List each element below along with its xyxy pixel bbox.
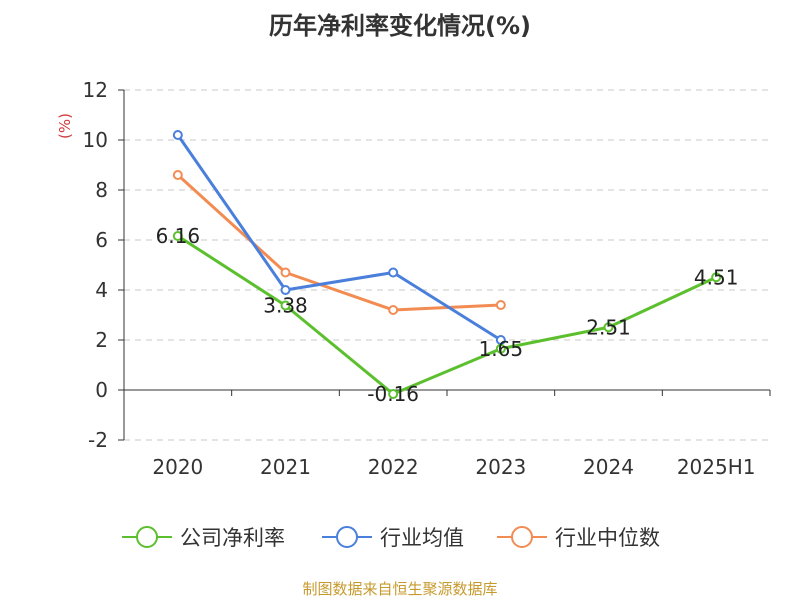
data-point xyxy=(388,305,399,315)
data-point xyxy=(280,300,291,311)
legend-marker xyxy=(336,526,358,548)
legend-item: 行业中位数 xyxy=(497,526,660,550)
legend-marker xyxy=(136,526,158,548)
chart-title: 历年净利率变化情况(%) xyxy=(269,12,531,40)
data-point xyxy=(495,343,506,354)
y-tick-label: -2 xyxy=(88,428,108,452)
legend-label: 公司净利率 xyxy=(180,526,285,550)
data-label: 2.51 xyxy=(586,315,631,339)
y-tick-label: 2 xyxy=(95,328,108,352)
legend-item: 公司净利率 xyxy=(122,526,285,550)
data-point xyxy=(495,300,506,310)
data-point xyxy=(711,272,722,283)
y-tick-labels: -2 0 2 4 6 8 10 12 xyxy=(83,78,108,452)
data-point xyxy=(280,285,291,295)
data-point xyxy=(172,170,183,180)
data-point xyxy=(280,267,291,278)
x-tick-label: 2025H1 xyxy=(677,455,756,479)
data-point xyxy=(603,322,614,333)
source-note: 制图数据来自恒生聚源数据库 xyxy=(302,580,498,598)
series-layer xyxy=(172,130,722,399)
y-tick-label: 8 xyxy=(95,178,108,202)
x-tick-label: 2020 xyxy=(152,455,203,479)
data-label: 3.38 xyxy=(263,294,308,318)
y-tick-label: 4 xyxy=(95,278,108,302)
axes xyxy=(118,89,771,441)
legend-item: 行业均值 xyxy=(322,526,464,550)
data-label: 1.65 xyxy=(479,337,524,361)
x-tick-label: 2024 xyxy=(583,455,634,479)
data-point xyxy=(388,267,399,278)
data-labels: 6.16 3.38 -0.16 1.65 2.51 4.51 xyxy=(156,224,739,406)
x-tick-labels: 2020 2021 2022 2023 2024 2025H1 xyxy=(152,455,755,479)
y-tick-label: 10 xyxy=(83,128,108,152)
data-point xyxy=(388,389,399,399)
legend-label: 行业中位数 xyxy=(555,526,660,550)
legend-label: 行业均值 xyxy=(380,526,464,550)
data-point xyxy=(172,231,183,241)
x-tick-label: 2021 xyxy=(260,455,311,479)
y-axis-unit-label: (%) xyxy=(56,113,74,139)
data-label: 6.16 xyxy=(156,224,201,248)
series-line-2 xyxy=(176,134,502,342)
y-tick-label: 6 xyxy=(95,228,108,252)
data-point xyxy=(172,130,183,140)
legend-marker xyxy=(511,526,533,548)
series-line-1 xyxy=(177,234,717,396)
x-tick-label: 2023 xyxy=(475,455,526,479)
legend: 公司净利率 行业均值 行业中位数 xyxy=(122,526,660,550)
x-tick-label: 2022 xyxy=(368,455,419,479)
data-label: -0.16 xyxy=(367,382,419,406)
data-label: 4.51 xyxy=(694,265,739,289)
y-tick-label: 0 xyxy=(95,378,108,402)
y-tick-label: 12 xyxy=(83,78,108,102)
